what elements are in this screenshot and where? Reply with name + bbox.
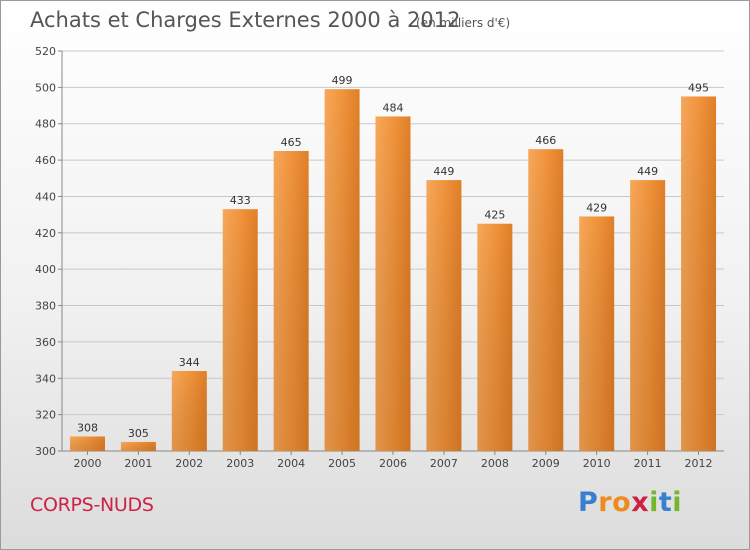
- bar-shade: [324, 89, 360, 451]
- y-tick-label: 420: [35, 227, 56, 240]
- bar-value-label: 449: [637, 165, 658, 178]
- y-tick-label: 440: [35, 190, 56, 203]
- bar-value-label: 305: [128, 427, 149, 440]
- y-tick-label: 360: [35, 336, 56, 349]
- location-name: CORPS-NUDS: [30, 494, 154, 516]
- bar-shade: [69, 436, 105, 451]
- x-tick-label: 2000: [73, 457, 101, 470]
- x-tick-label: 2009: [532, 457, 560, 470]
- x-tick-label: 2007: [430, 457, 458, 470]
- y-tick-label: 340: [35, 372, 56, 385]
- y-tick-label: 380: [35, 300, 56, 313]
- bar-value-label: 466: [535, 134, 556, 147]
- x-tick-label: 2002: [175, 457, 203, 470]
- chart-subtitle: (en milliers d'€): [416, 16, 511, 30]
- x-tick-label: 2010: [583, 457, 611, 470]
- x-tick-label: 2012: [685, 457, 713, 470]
- proxiti-logo: Proxiti: [578, 487, 683, 518]
- bar-shade: [171, 371, 207, 451]
- bar-shade: [120, 441, 156, 451]
- bar-value-label: 499: [332, 74, 353, 87]
- axis-layer: 300 320 340 360 380 400 420 440 460 480 500 520 2000…: [35, 45, 724, 470]
- y-tick-label: 460: [35, 154, 56, 167]
- x-tick-label: 2004: [277, 457, 305, 470]
- label-layer: 308 305 344 433 465 499 484 449 425 466 429 449 495: [77, 74, 709, 440]
- bar-layer: [69, 89, 717, 452]
- bar-value-label: 308: [77, 421, 98, 434]
- bar-shade: [375, 116, 411, 452]
- x-tick-label: 2006: [379, 457, 407, 470]
- x-tick-label: 2001: [124, 457, 152, 470]
- bar-value-label: 484: [383, 101, 404, 114]
- bar-shade: [273, 151, 309, 451]
- chart-title: Achats et Charges Externes 2000 à 2012: [30, 8, 461, 32]
- y-tick-label: 400: [35, 263, 56, 276]
- y-tick-label: 300: [35, 445, 56, 458]
- bar-shade: [477, 223, 513, 451]
- y-tick-label: 500: [35, 81, 56, 94]
- y-tick-label: 480: [35, 118, 56, 131]
- bar-shade: [579, 216, 615, 451]
- bar-value-label: 433: [230, 194, 251, 207]
- x-tick-label: 2011: [634, 457, 662, 470]
- bar-shade: [681, 96, 717, 452]
- bar-value-label: 495: [688, 81, 709, 94]
- x-tick-label: 2008: [481, 457, 509, 470]
- bar-value-label: 344: [179, 356, 200, 369]
- y-tick-label: 320: [35, 409, 56, 422]
- bar-shade: [426, 180, 462, 451]
- x-tick-label: 2005: [328, 457, 356, 470]
- bar-value-label: 465: [281, 136, 302, 149]
- y-tick-label: 520: [35, 45, 56, 58]
- bar-shade: [222, 209, 258, 451]
- bar-value-label: 429: [586, 201, 607, 214]
- x-tick-label: 2003: [226, 457, 254, 470]
- bar-value-label: 449: [433, 165, 454, 178]
- bar-shade: [528, 149, 564, 451]
- bar-value-label: 425: [484, 209, 505, 222]
- bar-shade: [630, 180, 666, 451]
